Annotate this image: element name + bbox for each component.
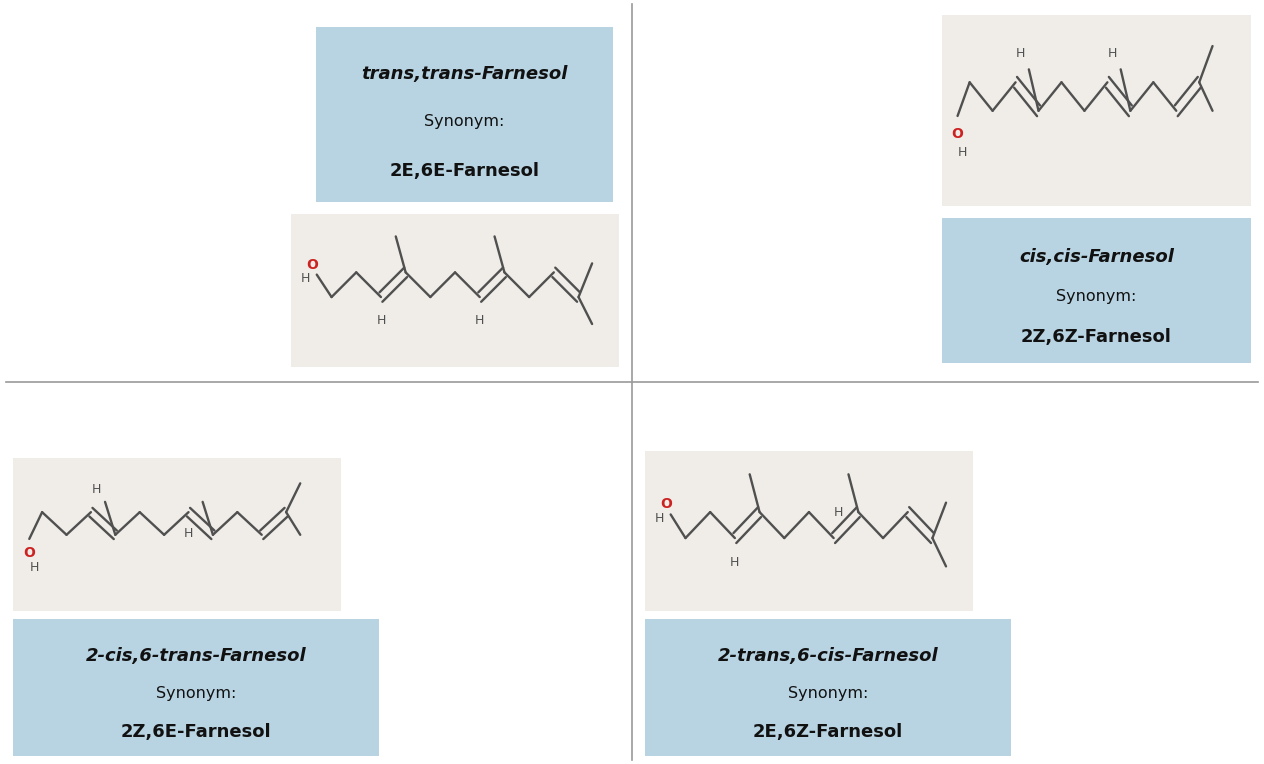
Text: trans,trans-Farnesol: trans,trans-Farnesol xyxy=(362,65,568,83)
Bar xyxy=(316,27,613,202)
Text: O: O xyxy=(660,497,671,511)
Text: O: O xyxy=(23,546,35,560)
Bar xyxy=(942,218,1251,363)
Text: H: H xyxy=(377,314,386,327)
Text: H: H xyxy=(834,506,843,519)
Bar xyxy=(645,619,1011,756)
Text: H: H xyxy=(731,556,739,569)
Text: H: H xyxy=(475,314,484,327)
Text: 2-cis,6-trans-Farnesol: 2-cis,6-trans-Farnesol xyxy=(86,647,306,665)
Text: H: H xyxy=(958,146,967,159)
Text: Synonym:: Synonym: xyxy=(1057,289,1136,303)
Text: cis,cis-Farnesol: cis,cis-Farnesol xyxy=(1019,248,1174,266)
Text: 2E,6E-Farnesol: 2E,6E-Farnesol xyxy=(389,162,540,180)
Text: H: H xyxy=(30,562,39,575)
Text: H: H xyxy=(183,527,193,540)
Text: H: H xyxy=(91,483,101,496)
Text: H: H xyxy=(1016,47,1025,60)
Text: 2Z,6Z-Farnesol: 2Z,6Z-Farnesol xyxy=(1021,328,1172,346)
Bar xyxy=(291,214,619,367)
Text: H: H xyxy=(301,272,311,285)
Bar xyxy=(942,15,1251,206)
Text: H: H xyxy=(1107,47,1117,60)
Text: Synonym:: Synonym: xyxy=(787,685,868,701)
Bar xyxy=(645,451,973,611)
Text: Synonym:: Synonym: xyxy=(155,685,236,701)
Text: O: O xyxy=(306,257,317,272)
Text: 2E,6Z-Farnesol: 2E,6Z-Farnesol xyxy=(753,723,902,740)
Text: H: H xyxy=(655,512,665,525)
Text: Synonym:: Synonym: xyxy=(425,114,504,129)
Text: 2Z,6E-Farnesol: 2Z,6E-Farnesol xyxy=(120,723,272,740)
Text: 2-trans,6-cis-Farnesol: 2-trans,6-cis-Farnesol xyxy=(718,647,938,665)
Bar xyxy=(13,619,379,756)
Bar xyxy=(13,458,341,611)
Text: O: O xyxy=(952,127,963,141)
